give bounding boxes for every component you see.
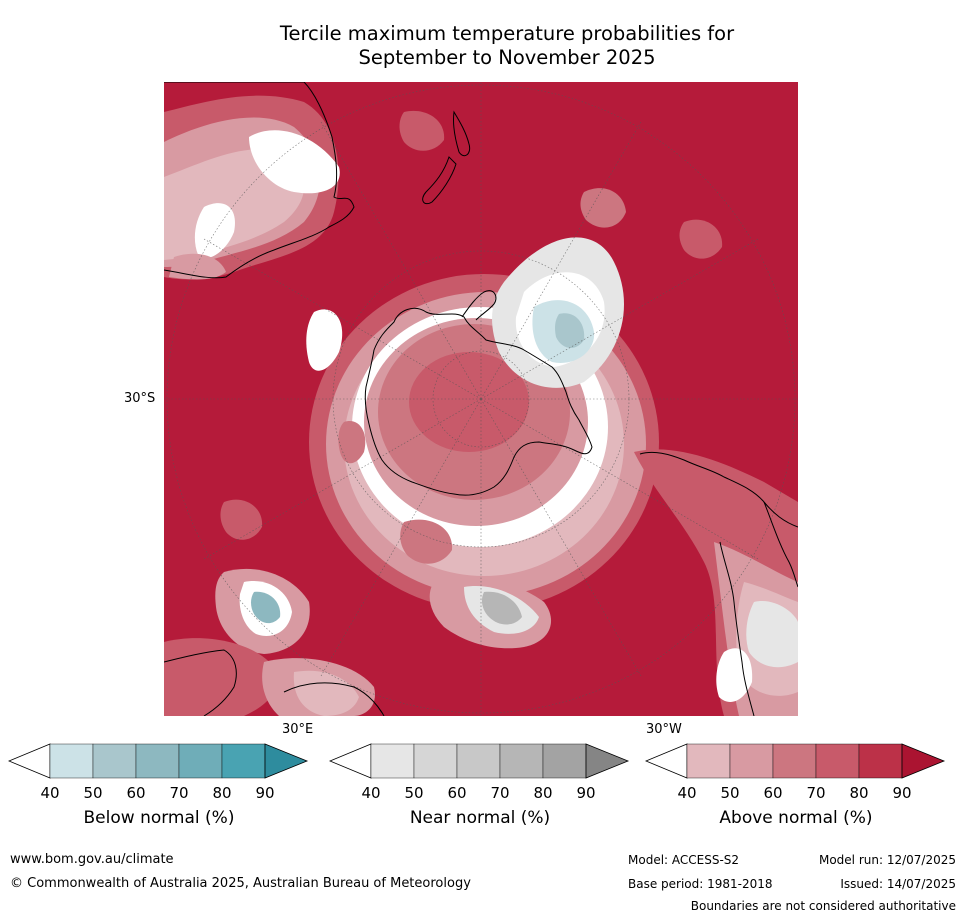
above-normal-segment-4	[858, 743, 903, 779]
below-normal-segment-4	[221, 743, 266, 779]
colorbar-tick-label: 60	[126, 784, 146, 802]
polar-map	[164, 82, 798, 716]
new-zealand-south	[422, 156, 457, 205]
longitude-label-west: 30°W	[646, 722, 682, 737]
colorbar-tick-label: 70	[806, 784, 826, 802]
near-normal-segment-2	[456, 743, 501, 779]
base-period: Base period: 1981-2018	[628, 877, 773, 891]
south-america-coast	[639, 451, 798, 716]
above-normal-segment-3	[815, 743, 860, 779]
colorbar-tick-label: 50	[83, 784, 103, 802]
below-normal-under-triangle	[8, 743, 51, 779]
ocean-patches	[220, 110, 723, 564]
antarctic-region	[306, 237, 659, 610]
above-normal-segment-2	[772, 743, 817, 779]
south-america-coast-east	[763, 501, 798, 588]
near-normal-over-triangle	[585, 743, 630, 779]
colorbar-tick-label: 40	[677, 784, 697, 802]
title-line-1: Tercile maximum temperature probabilitie…	[279, 22, 735, 45]
colorbar-above-normal	[645, 743, 946, 779]
model-run-date: Model run: 12/07/2025	[818, 853, 956, 867]
near-normal-under-triangle	[329, 743, 372, 779]
title-line-2: September to November 2025	[358, 46, 656, 69]
south-america-region	[634, 449, 798, 716]
model-name: Model: ACCESS-S2	[628, 853, 740, 867]
website-link[interactable]: www.bom.gov.au/climate	[10, 852, 174, 867]
colorbar-tick-label: 60	[763, 784, 783, 802]
colorbar-label-above: Above normal (%)	[719, 808, 873, 828]
above-normal-segment-0	[686, 743, 731, 779]
colorbar-tick-label: 60	[447, 784, 467, 802]
below-normal-segment-2	[135, 743, 180, 779]
near-normal-segment-1	[413, 743, 458, 779]
antarctic-peninsula	[461, 290, 497, 321]
below-normal-over-triangle	[264, 743, 309, 779]
boundary-disclaimer: Boundaries are not considered authoritat…	[690, 899, 956, 913]
antarctica-coast	[364, 307, 593, 496]
above-normal-under-triangle	[645, 743, 688, 779]
near-normal-segment-3	[499, 743, 544, 779]
below-normal-segment-3	[178, 743, 223, 779]
colorbar-below-normal	[8, 743, 309, 779]
colorbar-tick-label: 70	[490, 784, 510, 802]
colorbar-near-normal	[329, 743, 630, 779]
issued-date: Issued: 14/07/2025	[840, 877, 956, 891]
colorbar-tick-label: 40	[361, 784, 381, 802]
colorbar-tick-label: 70	[169, 784, 189, 802]
colorbar-tick-label: 80	[212, 784, 232, 802]
australia-coast	[164, 82, 355, 279]
colorbar-tick-label: 80	[849, 784, 869, 802]
copyright-text: © Commonwealth of Australia 2025, Austra…	[10, 876, 471, 891]
coastlines	[164, 82, 798, 716]
colorbar-tick-label: 80	[533, 784, 553, 802]
colorbar-label-near: Near normal (%)	[409, 808, 551, 828]
graticule	[164, 82, 798, 716]
australia-region	[164, 95, 340, 280]
near-normal-segment-0	[370, 743, 415, 779]
below-normal-segment-1	[92, 743, 137, 779]
longitude-label-east: 30°E	[282, 722, 314, 737]
below-normal-segment-0	[49, 743, 94, 779]
above-normal-over-triangle	[901, 743, 946, 779]
latitude-label: 30°S	[124, 391, 156, 406]
colorbar-tick-label: 90	[892, 784, 912, 802]
colorbar-tick-label: 50	[720, 784, 740, 802]
new-zealand-north	[453, 110, 471, 157]
colorbar-tick-label: 90	[576, 784, 596, 802]
south-atlantic-region	[164, 568, 552, 716]
map-canvas	[164, 82, 798, 716]
colorbar-tick-label: 90	[255, 784, 275, 802]
southern-africa-coast	[164, 649, 385, 716]
above-normal-segment-1	[729, 743, 774, 779]
colorbar-label-below: Below normal (%)	[83, 808, 235, 828]
chart-title: Tercile maximum temperature probabilitie…	[164, 22, 850, 70]
colorbar-tick-label: 50	[404, 784, 424, 802]
near-normal-segment-4	[542, 743, 587, 779]
colorbar-tick-label: 40	[40, 784, 60, 802]
